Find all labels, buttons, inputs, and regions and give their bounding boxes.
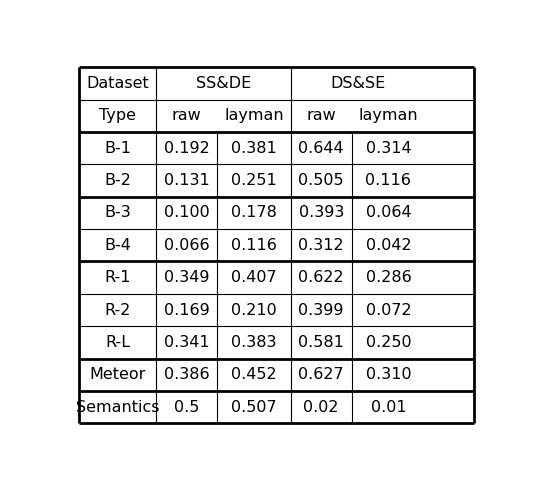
Text: 0.644: 0.644 [299, 141, 344, 156]
Text: B-3: B-3 [104, 205, 131, 220]
Text: 0.383: 0.383 [231, 335, 277, 350]
Text: 0.286: 0.286 [366, 270, 411, 285]
Text: 0.399: 0.399 [299, 303, 344, 318]
Text: 0.314: 0.314 [366, 141, 411, 156]
Text: Semantics: Semantics [76, 400, 160, 415]
Text: R-1: R-1 [105, 270, 131, 285]
Text: 0.581: 0.581 [299, 335, 344, 350]
Text: 0.064: 0.064 [366, 205, 411, 220]
Text: 0.349: 0.349 [164, 270, 210, 285]
Text: B-2: B-2 [104, 173, 131, 188]
Text: 0.116: 0.116 [231, 238, 277, 253]
Text: 0.169: 0.169 [164, 303, 210, 318]
Text: 0.310: 0.310 [366, 367, 411, 382]
Text: Meteor: Meteor [90, 367, 146, 382]
Text: 0.178: 0.178 [231, 205, 277, 220]
Text: 0.01: 0.01 [371, 400, 406, 415]
Text: B-4: B-4 [104, 238, 131, 253]
Text: B-1: B-1 [104, 141, 131, 156]
Text: 0.507: 0.507 [231, 400, 277, 415]
Text: Type: Type [99, 108, 136, 123]
Text: 0.505: 0.505 [299, 173, 344, 188]
Text: raw: raw [172, 108, 202, 123]
Text: 0.381: 0.381 [231, 141, 277, 156]
Text: DS&SE: DS&SE [330, 76, 386, 91]
Text: 0.393: 0.393 [299, 205, 344, 220]
Text: 0.192: 0.192 [164, 141, 210, 156]
Text: 0.042: 0.042 [366, 238, 411, 253]
Text: 0.251: 0.251 [231, 173, 277, 188]
Text: 0.02: 0.02 [303, 400, 339, 415]
Text: 0.5: 0.5 [174, 400, 200, 415]
Text: layman: layman [359, 108, 418, 123]
Text: 0.627: 0.627 [299, 367, 344, 382]
Text: 0.250: 0.250 [366, 335, 411, 350]
Text: 0.407: 0.407 [231, 270, 277, 285]
Text: 0.210: 0.210 [231, 303, 277, 318]
Text: R-2: R-2 [105, 303, 131, 318]
Text: 0.622: 0.622 [299, 270, 344, 285]
Text: 0.100: 0.100 [164, 205, 210, 220]
Text: 0.116: 0.116 [365, 173, 411, 188]
Text: 0.452: 0.452 [231, 367, 277, 382]
Text: 0.386: 0.386 [164, 367, 210, 382]
Text: 0.072: 0.072 [366, 303, 411, 318]
Text: 0.312: 0.312 [299, 238, 344, 253]
Text: 0.131: 0.131 [164, 173, 210, 188]
Text: 0.341: 0.341 [164, 335, 210, 350]
Text: raw: raw [307, 108, 336, 123]
Text: 0.066: 0.066 [164, 238, 210, 253]
Text: Dataset: Dataset [87, 76, 149, 91]
Text: R-L: R-L [105, 335, 130, 350]
Text: SS&DE: SS&DE [196, 76, 251, 91]
Text: layman: layman [224, 108, 284, 123]
